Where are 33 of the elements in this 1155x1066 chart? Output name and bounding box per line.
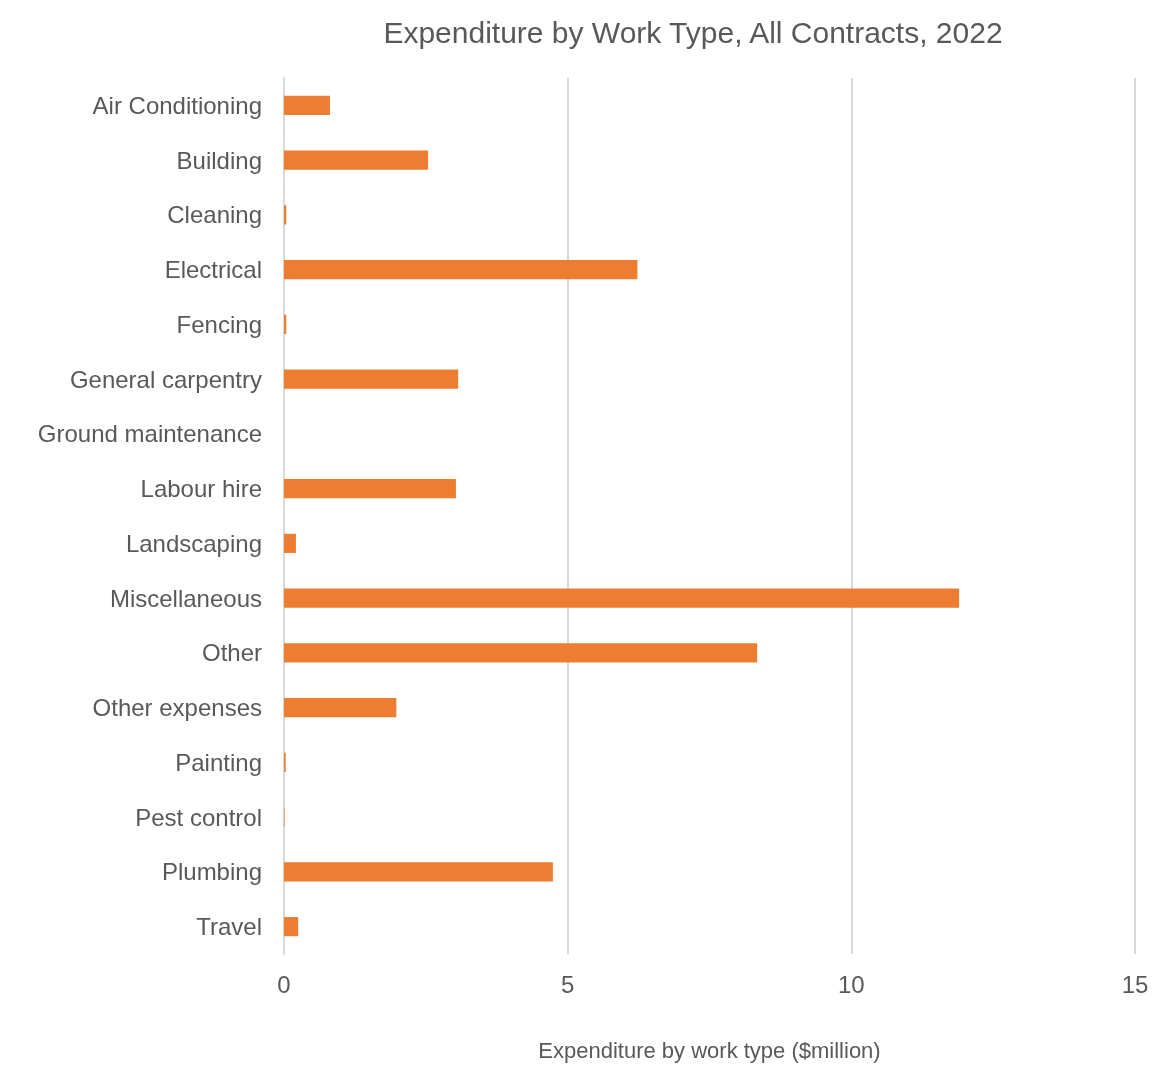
y-tick-label: Building <box>176 146 262 174</box>
x-tick-label: 0 <box>277 970 291 998</box>
x-tick-label: 15 <box>1121 970 1149 998</box>
x-axis-title: Expenditure by work type ($million) <box>538 1037 881 1063</box>
y-tick-label: Painting <box>175 748 262 776</box>
bar <box>284 533 296 553</box>
y-tick-label: Fencing <box>176 310 262 338</box>
y-tick-label: Other <box>201 639 262 667</box>
y-tick-label: Electrical <box>164 256 262 284</box>
bar <box>284 698 397 718</box>
bar <box>284 150 429 170</box>
bar <box>284 260 638 280</box>
bar <box>284 479 456 499</box>
y-tick-label: Labour hire <box>140 475 262 503</box>
y-tick-label: Travel <box>196 913 262 941</box>
bar <box>284 369 459 389</box>
bar <box>284 643 758 663</box>
bar <box>284 95 330 115</box>
y-tick-label: Miscellaneous <box>109 584 262 612</box>
bar <box>284 862 553 882</box>
y-tick-label: Plumbing <box>161 858 262 886</box>
x-tick-label: 5 <box>560 970 575 998</box>
y-tick-label: Ground maintenance <box>37 420 262 448</box>
y-tick-label: Pest control <box>135 803 262 831</box>
y-tick-label: General carpentry <box>69 365 262 393</box>
y-tick-label: Cleaning <box>167 201 262 229</box>
chart-title: Expenditure by Work Type, All Contracts, 2022 <box>383 15 1003 49</box>
y-tick-label: Landscaping <box>125 529 262 557</box>
y-tick-label: Other expenses <box>92 694 262 722</box>
bar <box>284 588 960 608</box>
y-tick-label: Air Conditioning <box>92 91 262 119</box>
bar <box>284 917 299 937</box>
x-tick-label: 10 <box>837 970 865 998</box>
